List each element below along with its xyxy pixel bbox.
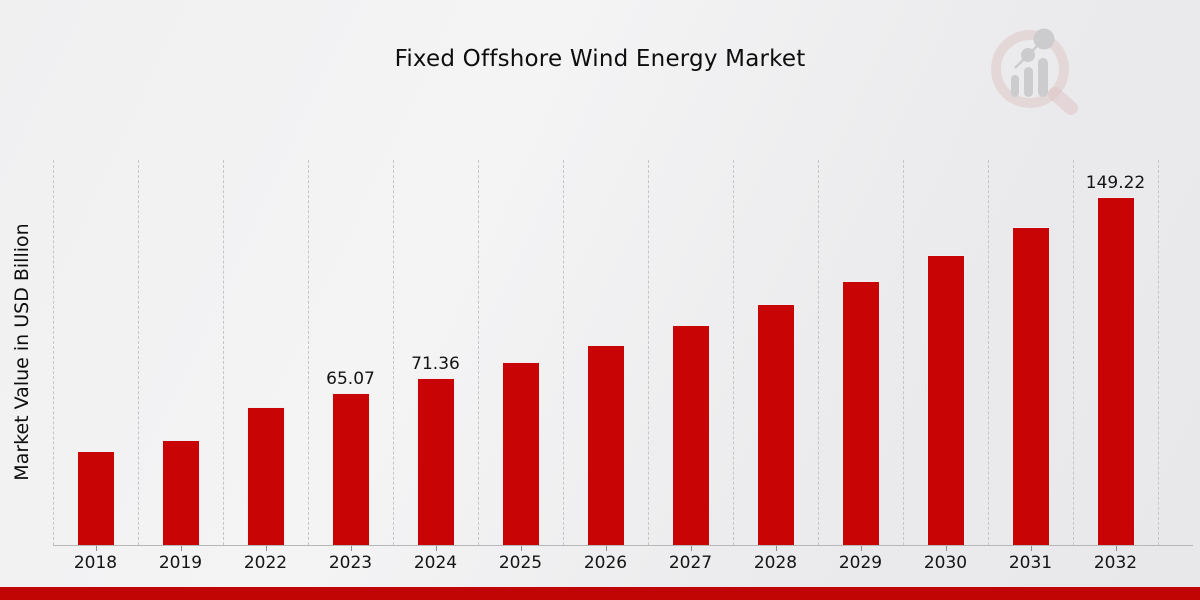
x-axis-label-2018: 2018: [73, 553, 118, 573]
bottom-accent-bar: [0, 587, 1200, 600]
bar-2024: [416, 378, 455, 545]
x-axis-label-2023: 2023: [328, 553, 373, 573]
x-axis-label-2031: 2031: [1008, 553, 1053, 573]
x-axis-tick: [605, 546, 607, 551]
bar-2023: [331, 393, 370, 545]
bar-2019: [161, 440, 200, 545]
x-axis-tick: [690, 546, 692, 551]
x-axis-tick: [520, 546, 522, 551]
x-axis-tick: [95, 546, 97, 551]
x-axis-tick: [265, 546, 267, 551]
x-axis-label-2026: 2026: [583, 553, 628, 573]
x-axis-tick: [860, 546, 862, 551]
x-axis-tick: [775, 546, 777, 551]
gridline: [818, 160, 819, 545]
x-axis-line: [53, 545, 1193, 546]
chart-title: Fixed Offshore Wind Energy Market: [394, 46, 806, 72]
x-axis-tick: [1030, 546, 1032, 551]
x-axis-label-2022: 2022: [243, 553, 288, 573]
x-axis-label-2025: 2025: [498, 553, 543, 573]
gridline: [648, 160, 649, 545]
x-axis-tick: [1115, 546, 1117, 551]
gridline: [903, 160, 904, 545]
gridline: [138, 160, 139, 545]
x-axis-label-2029: 2029: [838, 553, 883, 573]
bar-2032: [1096, 197, 1135, 545]
gridline: [563, 160, 564, 545]
x-axis-label-2024: 2024: [413, 553, 458, 573]
gridline: [393, 160, 394, 545]
x-axis-tick: [350, 546, 352, 551]
bar-2029: [841, 281, 880, 545]
x-axis-label-2030: 2030: [923, 553, 968, 573]
value-label-2024: 71.36: [411, 354, 460, 374]
gridline: [733, 160, 734, 545]
x-axis-label-2028: 2028: [753, 553, 798, 573]
x-axis-label-2032: 2032: [1093, 553, 1138, 573]
x-axis-tick: [180, 546, 182, 551]
plot-area: 2018 2019 2022 2023 65.07 2024 71.36 2025 2026 20…: [53, 160, 1193, 573]
gridline: [478, 160, 479, 545]
bar-2022: [246, 407, 285, 545]
value-label-2032: 149.22: [1085, 173, 1146, 193]
gridline: [1158, 160, 1159, 545]
x-axis-label-2027: 2027: [668, 553, 713, 573]
magnifier-bar-chart-logo-icon: [991, 28, 1078, 115]
x-axis-tick: [945, 546, 947, 551]
value-label-2023: 65.07: [326, 369, 375, 389]
bar-2030: [926, 255, 965, 545]
gridline: [223, 160, 224, 545]
y-axis-title: Market Value in USD Billion: [11, 223, 33, 481]
gridline: [308, 160, 309, 545]
bar-2026: [586, 345, 625, 545]
x-axis-label-2019: 2019: [158, 553, 203, 573]
y-axis-line: [53, 160, 54, 545]
bar-2031: [1011, 227, 1050, 545]
bar-2018: [76, 451, 115, 545]
bar-2028: [756, 304, 795, 545]
gridline: [1073, 160, 1074, 545]
bar-2027: [671, 325, 710, 545]
gridline: [988, 160, 989, 545]
bar-2025: [501, 362, 540, 545]
x-axis-tick: [435, 546, 437, 551]
